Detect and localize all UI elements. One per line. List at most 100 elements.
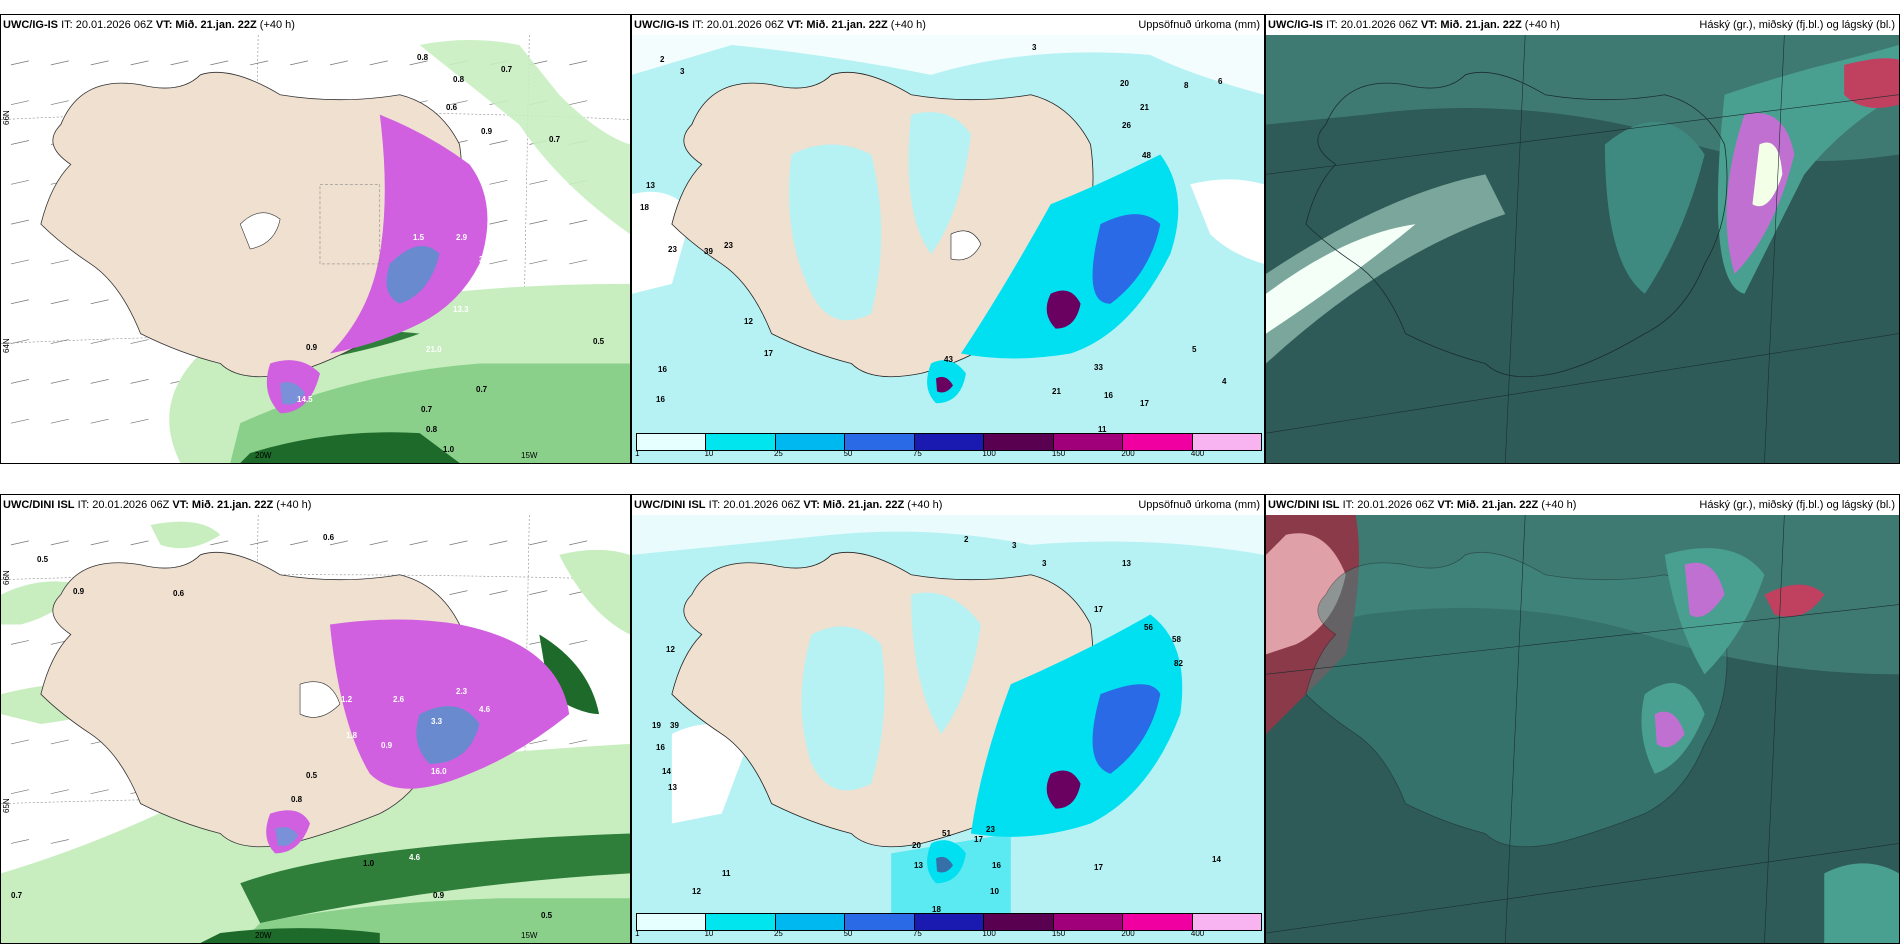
value-label: 17 bbox=[764, 349, 773, 358]
lat-label-65n: 65N bbox=[2, 798, 11, 813]
value-label: 0.7 bbox=[549, 135, 561, 144]
value-label: 13.3 bbox=[453, 305, 469, 314]
valid-label: VT: bbox=[172, 499, 189, 511]
lon-label-20w: 20W bbox=[255, 931, 272, 940]
colorbar-tick: 200 bbox=[1121, 929, 1135, 938]
value-label: 13 bbox=[668, 783, 677, 792]
model-name: UWC/DINI ISL bbox=[3, 499, 75, 511]
colorbar-ticks: 1 10 25 50 75 100 150 200 400 bbox=[635, 449, 1262, 459]
value-label: 12 bbox=[666, 645, 675, 654]
value-label: 0.7 bbox=[476, 385, 488, 394]
value-label: 0.8 bbox=[291, 795, 303, 804]
valid-label: VT: bbox=[1437, 499, 1454, 511]
value-label: 13 bbox=[1122, 559, 1131, 568]
value-label: 39 bbox=[670, 721, 679, 730]
panel-header: UWC/IG-IS IT: 20.01.2026 06Z VT: Mið. 21… bbox=[1, 15, 630, 35]
colorbar-swatch bbox=[1192, 914, 1261, 930]
value-label: 0.7 bbox=[421, 405, 433, 414]
value-label: 3.3 bbox=[431, 717, 443, 726]
panel-bot-mid: UWC/DINI ISL IT: 20.01.2026 06Z VT: Mið.… bbox=[631, 494, 1265, 944]
lon-label-15w: 15W bbox=[521, 451, 538, 460]
lon-label-20w: 20W bbox=[255, 451, 272, 460]
value-label: 4 bbox=[1222, 377, 1227, 386]
colorbar-tick: 100 bbox=[982, 929, 996, 938]
panel-header: UWC/DINI ISL IT: 20.01.2026 06Z VT: Mið.… bbox=[632, 495, 1264, 515]
value-label: 16 bbox=[656, 395, 665, 404]
value-label: 12 bbox=[692, 887, 701, 896]
colorbar-tick: 10 bbox=[704, 929, 714, 938]
map-wind-precip bbox=[1, 35, 630, 463]
value-label: 2.6 bbox=[393, 695, 405, 704]
value-label: 17 bbox=[1094, 863, 1103, 872]
colorbar-swatch bbox=[706, 434, 776, 450]
value-label: 23 bbox=[986, 825, 995, 834]
colorbar-boxes bbox=[636, 433, 1262, 451]
valid-time: Mið. 21.jan. 22Z bbox=[1456, 499, 1539, 511]
panel-top-mid: UWC/IG-IS IT: 20.01.2026 06Z VT: Mið. 21… bbox=[631, 14, 1265, 464]
panel-subtitle: Uppsöfnuð úrkoma (mm) bbox=[1138, 19, 1260, 31]
colorbar-tick: 25 bbox=[773, 929, 783, 938]
value-label: 0.8 bbox=[453, 75, 465, 84]
colorbar-swatch bbox=[1192, 434, 1261, 450]
valid-label: VT: bbox=[1420, 19, 1438, 31]
colorbar-tick: 150 bbox=[1051, 929, 1066, 938]
value-label: 58 bbox=[1172, 635, 1181, 644]
colorbar-tick: 75 bbox=[912, 929, 922, 938]
value-label: 6 bbox=[1218, 77, 1223, 86]
colorbar-tick: 1 bbox=[635, 929, 640, 938]
panel-subtitle: Háský (gr.), miðský (fj.bl.) og lágský (… bbox=[1699, 499, 1895, 511]
value-label: 0.9 bbox=[306, 343, 318, 352]
value-label: 1.0 bbox=[443, 445, 455, 454]
value-label: 0.9 bbox=[73, 587, 85, 596]
value-label: 17 bbox=[1140, 399, 1149, 408]
value-label: 51 bbox=[942, 829, 951, 838]
value-label: 1.2 bbox=[341, 695, 353, 704]
lead-time: (+40 h) bbox=[890, 19, 926, 31]
colorbar-swatch bbox=[1053, 434, 1124, 450]
colorbar-swatch bbox=[914, 434, 985, 450]
value-label: 43 bbox=[944, 355, 953, 364]
colorbar-swatch bbox=[637, 914, 707, 930]
colorbar-tick: 200 bbox=[1121, 449, 1135, 458]
value-label: 17 bbox=[974, 835, 983, 844]
value-label: 0.6 bbox=[446, 103, 458, 112]
lead-time: (+40 h) bbox=[259, 19, 295, 31]
lat-label-66n: 66N bbox=[2, 570, 11, 585]
value-label: 26 bbox=[1122, 121, 1131, 130]
value-label: 0.5 bbox=[593, 337, 605, 346]
colorbar-boxes bbox=[636, 913, 1262, 931]
panel-subtitle: Háský (gr.), miðský (fj.bl.) og lágský (… bbox=[1699, 19, 1895, 31]
value-label: 13 bbox=[914, 861, 923, 870]
value-label: 2.3 bbox=[456, 687, 468, 696]
colorbar-swatch bbox=[914, 914, 985, 930]
colorbar-swatch bbox=[1053, 914, 1124, 930]
value-label: 21 bbox=[1140, 103, 1149, 112]
value-label: 21 bbox=[1052, 387, 1061, 396]
map-cloud-cover bbox=[1266, 515, 1899, 943]
model-name: UWC/IG-IS bbox=[634, 19, 689, 31]
map-cloud-cover bbox=[1266, 35, 1899, 463]
model-name: UWC/DINI ISL bbox=[634, 499, 706, 511]
valid-time: Mið. 21.jan. 22Z bbox=[806, 19, 888, 31]
value-label: 33 bbox=[1094, 363, 1103, 372]
value-label: 13 bbox=[646, 181, 655, 190]
valid-label: VT: bbox=[786, 19, 804, 31]
value-label: 5 bbox=[1192, 345, 1197, 354]
map-accumulated-precip bbox=[632, 35, 1264, 463]
colorbar-swatch bbox=[775, 914, 846, 930]
map-accumulated-precip bbox=[632, 515, 1264, 943]
colorbar-swatch bbox=[984, 434, 1054, 450]
map-svg bbox=[632, 35, 1264, 463]
value-label: 14.5 bbox=[297, 395, 313, 404]
value-label: 0.5 bbox=[541, 911, 553, 920]
model-name: UWC/DINI ISL bbox=[1268, 499, 1340, 511]
lead-time: (+40 h) bbox=[1541, 499, 1577, 511]
init-time: IT: 20.01.2026 06Z bbox=[77, 499, 170, 511]
lead-time: (+40 h) bbox=[1524, 19, 1560, 31]
value-label: 20 bbox=[912, 841, 921, 850]
colorbar: 1 10 25 50 75 100 150 200 400 bbox=[635, 913, 1262, 939]
panel-header: UWC/IG-IS IT: 20.01.2026 06Z VT: Mið. 21… bbox=[632, 15, 1264, 35]
value-label: 3.4 bbox=[479, 255, 491, 264]
panel-top-left: UWC/IG-IS IT: 20.01.2026 06Z VT: Mið. 21… bbox=[0, 14, 631, 464]
value-label: 2 bbox=[660, 55, 665, 64]
